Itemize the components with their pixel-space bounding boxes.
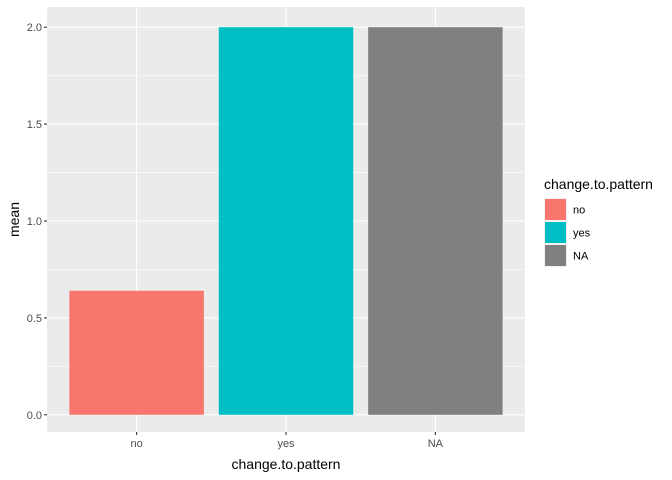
legend-label: no [573,205,585,217]
x-axis: no yes NA [131,432,444,450]
legend-swatch-yes [545,222,566,243]
legend-title: change.to.pattern [544,176,653,192]
x-tick-label: NA [428,438,444,450]
y-tick-label: 1.0 [27,216,42,228]
y-tick-label: 1.5 [27,119,42,131]
legend-label: NA [573,251,589,263]
bars [69,27,503,415]
x-axis-title: change.to.pattern [232,456,341,472]
x-tick-label: no [131,438,143,450]
y-tick-label: 0.5 [27,313,42,325]
bar-na [368,27,503,415]
y-tick-label: 2.0 [27,22,42,34]
bar-no [69,290,204,415]
legend-label: yes [573,228,591,240]
legend-swatch-na [545,245,566,266]
y-axis-title: mean [6,202,22,237]
legend: change.to.pattern no yes NA [544,176,653,267]
y-axis: 0.0 0.5 1.0 1.5 2.0 [27,22,47,422]
bar-yes [218,27,354,415]
x-tick-label: yes [277,438,295,450]
legend-swatch-no [545,199,566,220]
y-tick-label: 0.0 [27,410,42,422]
